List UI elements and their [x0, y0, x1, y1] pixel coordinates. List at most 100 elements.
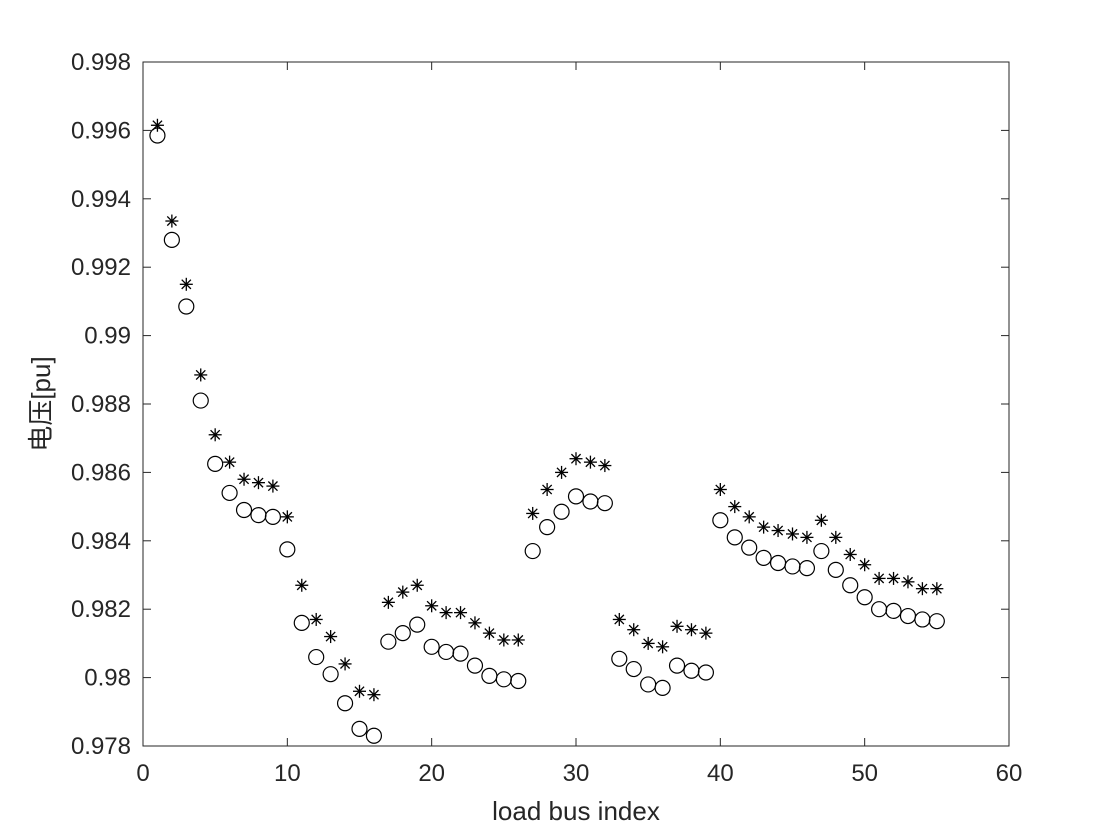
asterisk-data-point — [670, 619, 684, 633]
asterisk-data-point — [381, 595, 395, 609]
asterisk-data-point — [540, 483, 554, 496]
circle-data-point — [856, 589, 873, 606]
y-tick-label: 0.98 — [84, 665, 131, 692]
circle-data-point — [842, 577, 859, 594]
asterisk-data-point — [786, 527, 799, 541]
y-tick-label: 0.984 — [71, 528, 131, 555]
x-tick-label: 20 — [418, 760, 445, 787]
circle-data-point — [697, 664, 715, 681]
circle-data-point — [365, 727, 383, 744]
circle-data-point — [813, 542, 830, 560]
asterisk-data-point — [555, 465, 569, 479]
asterisk-data-point — [930, 582, 944, 596]
circle-data-point — [885, 602, 902, 620]
asterisk-data-point — [497, 633, 511, 647]
asterisk-data-point — [179, 277, 193, 291]
asterisk-data-point — [699, 626, 713, 640]
circle-data-point — [712, 512, 729, 529]
circle-data-point — [279, 541, 296, 558]
asterisk-data-point — [251, 476, 265, 490]
circle-data-point — [567, 488, 585, 505]
x-tick-label: 0 — [136, 760, 149, 787]
asterisk-data-point — [338, 657, 352, 671]
asterisk-data-point — [309, 612, 323, 626]
circle-data-point — [394, 625, 411, 642]
asterisk-data-point — [454, 606, 468, 620]
asterisk-data-point — [208, 428, 222, 442]
asterisk-data-point — [410, 578, 424, 592]
circle-data-point — [798, 560, 816, 577]
y-tick-label: 0.986 — [71, 459, 131, 486]
circle-data-point — [928, 613, 945, 630]
x-tick-label: 30 — [563, 760, 590, 787]
circle-data-point — [726, 529, 743, 546]
asterisk-data-point — [295, 578, 309, 592]
circle-data-point — [409, 616, 426, 633]
asterisk-data-point — [439, 606, 453, 620]
circle-data-point — [235, 501, 253, 519]
circle-data-point — [524, 542, 541, 560]
y-tick-label: 0.994 — [71, 186, 131, 213]
x-tick-label: 60 — [996, 760, 1023, 787]
plot-background — [143, 62, 1009, 746]
asterisk-data-point — [367, 688, 381, 702]
circle-data-point — [741, 539, 758, 556]
asterisk-data-point — [280, 510, 294, 524]
circle-data-point — [755, 549, 772, 567]
y-tick-label: 0.998 — [71, 49, 131, 76]
x-tick-label: 50 — [851, 760, 878, 787]
data-marks — [149, 118, 945, 744]
asterisk-data-point — [901, 575, 915, 589]
circle-data-point — [553, 503, 570, 520]
asterisk-data-point — [598, 459, 612, 473]
circle-data-point — [322, 666, 339, 683]
asterisk-data-point — [757, 520, 771, 534]
plot-frame — [142, 61, 1010, 747]
asterisk-data-point — [223, 455, 237, 469]
circle-data-point — [466, 657, 484, 674]
asterisk-data-point — [915, 582, 929, 596]
asterisk-data-point — [641, 636, 655, 650]
asterisk-data-point — [526, 506, 540, 520]
circle-data-point — [308, 648, 325, 666]
circle-data-point — [221, 484, 238, 502]
circle-data-point — [149, 127, 166, 144]
x-tick-label: 40 — [707, 760, 734, 787]
circle-data-point — [293, 614, 310, 631]
y-axis-label: 电压[pu] — [26, 356, 56, 451]
circle-data-point — [611, 650, 628, 667]
asterisk-data-point — [569, 452, 583, 466]
circle-data-point — [380, 633, 397, 650]
asterisk-data-point — [887, 571, 901, 585]
asterisk-data-point — [482, 626, 496, 640]
asterisk-data-point — [713, 483, 727, 496]
asterisk-data-point — [728, 500, 742, 514]
asterisk-data-point — [468, 616, 482, 630]
y-tick-label: 0.992 — [71, 254, 131, 281]
asterisk-data-point — [237, 472, 251, 486]
asterisk-data-point — [266, 479, 280, 493]
asterisk-data-point — [353, 684, 366, 698]
circle-data-point — [539, 519, 556, 536]
asterisk-data-point — [771, 524, 785, 538]
y-tick-label: 0.996 — [71, 117, 131, 144]
y-tick-label: 0.978 — [71, 733, 131, 760]
asterisk-data-point — [627, 623, 641, 637]
circle-data-point — [654, 679, 671, 696]
asterisk-data-point — [742, 510, 756, 524]
circle-data-point — [625, 660, 642, 678]
asterisk-data-point — [425, 599, 439, 613]
circle-data-point — [827, 561, 844, 578]
asterisk-data-point — [858, 558, 872, 572]
axis-ticks: 0 10 20 30 40 50 60 0.978 0.98 0.982 0.984 0.986 0.9… — [71, 49, 1022, 787]
x-tick-label: 10 — [274, 760, 301, 787]
circle-data-point — [207, 455, 224, 472]
circle-data-point — [163, 231, 180, 248]
y-tick-label: 0.988 — [71, 391, 131, 418]
circle-data-point — [510, 672, 527, 690]
y-tick-label: 0.99 — [84, 323, 131, 350]
circle-data-point — [596, 495, 613, 512]
asterisk-data-point — [814, 513, 828, 527]
asterisk-data-point — [684, 623, 698, 637]
